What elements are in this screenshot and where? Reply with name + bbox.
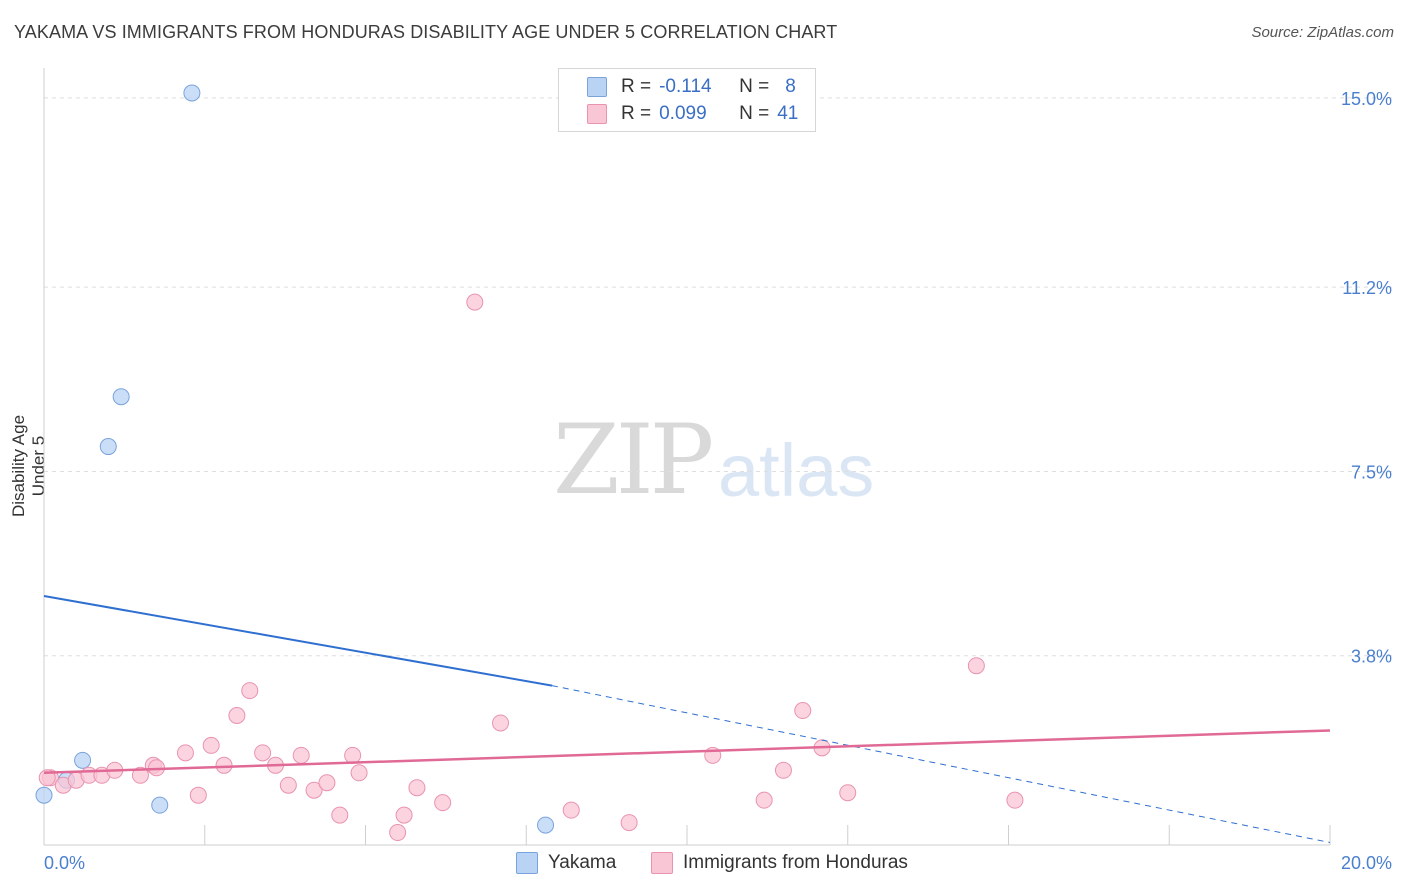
x-tick-label: 0.0% [44,853,85,873]
data-point-honduras [215,756,233,774]
series-label-honduras: Immigrants from Honduras [683,852,908,873]
data-point-honduras [562,801,580,819]
data-point-yakama [183,84,201,102]
watermark-atlas: atlas [718,429,875,512]
data-point-honduras [254,744,272,762]
data-point-honduras [839,784,857,802]
correlation-legend: R = -0.114 N = 8 R = 0.099 N = 41 [558,68,816,132]
legend-n-label: N = [739,76,770,97]
data-point-honduras [305,781,323,799]
data-point-yakama [112,388,130,406]
data-point-yakama [151,796,169,814]
data-point-honduras [620,814,638,832]
legend-n-value: 41 [777,103,799,124]
trend-line-yakama-extension [551,685,1331,843]
legend-swatch-honduras [587,104,607,124]
data-point-honduras [176,744,194,762]
data-point-honduras [395,806,413,824]
data-point-honduras [755,791,773,809]
y-tick-label: 11.2% [1342,278,1392,298]
data-point-honduras [202,736,220,754]
source-credit: Source: ZipAtlas.com [1251,24,1394,41]
data-point-honduras [241,682,259,700]
series-swatch-honduras [651,852,673,874]
series-legend-honduras[interactable]: Immigrants from Honduras [651,852,908,874]
legend-r-label: R = [621,76,652,97]
legend-row-honduras: R = 0.099 N = 41 [587,101,799,127]
data-point-honduras [131,766,149,784]
series-legend-yakama[interactable]: Yakama [516,852,616,874]
data-point-honduras [466,293,484,311]
data-point-honduras [344,746,362,764]
data-point-yakama [99,438,117,456]
chart-title: YAKAMA VS IMMIGRANTS FROM HONDURAS DISAB… [14,22,838,42]
data-point-honduras [228,707,246,725]
data-point-honduras [794,702,812,720]
series-swatch-yakama [516,852,538,874]
data-point-honduras [434,794,452,812]
legend-n-label: N = [739,103,770,124]
data-point-honduras [408,779,426,797]
data-point-honduras [189,786,207,804]
data-point-honduras [774,761,792,779]
data-point-honduras [292,746,310,764]
data-point-honduras [967,657,985,675]
legend-r-label: R = [621,103,652,124]
data-point-yakama [74,751,92,769]
trend-line-honduras [43,729,1331,775]
series-label-yakama: Yakama [548,852,617,873]
legend-row-yakama: R = -0.114 N = 8 [587,74,796,100]
watermark-zip: ZIP [553,404,714,516]
data-point-yakama [537,816,555,834]
data-point-honduras [279,776,297,794]
data-point-honduras [492,714,510,732]
data-point-honduras [331,806,349,824]
data-point-honduras [389,824,407,842]
y-tick-label: 7.5% [1351,462,1392,482]
series-legend: Yakama Immigrants from Honduras [0,852,1406,878]
y-tick-label: 15.0% [1341,89,1392,109]
legend-r-value: 0.099 [659,103,707,124]
legend-n-value: 8 [785,76,796,97]
data-point-yakama [35,786,53,804]
legend-r-value: -0.114 [659,76,712,97]
data-point-honduras [350,764,368,782]
y-tick-label: 3.8% [1351,647,1392,667]
data-point-honduras [318,774,336,792]
x-tick-label: 20.0% [1341,853,1392,873]
data-point-honduras [1006,791,1024,809]
legend-swatch-yakama [587,77,607,97]
trend-line-yakama [43,594,553,687]
